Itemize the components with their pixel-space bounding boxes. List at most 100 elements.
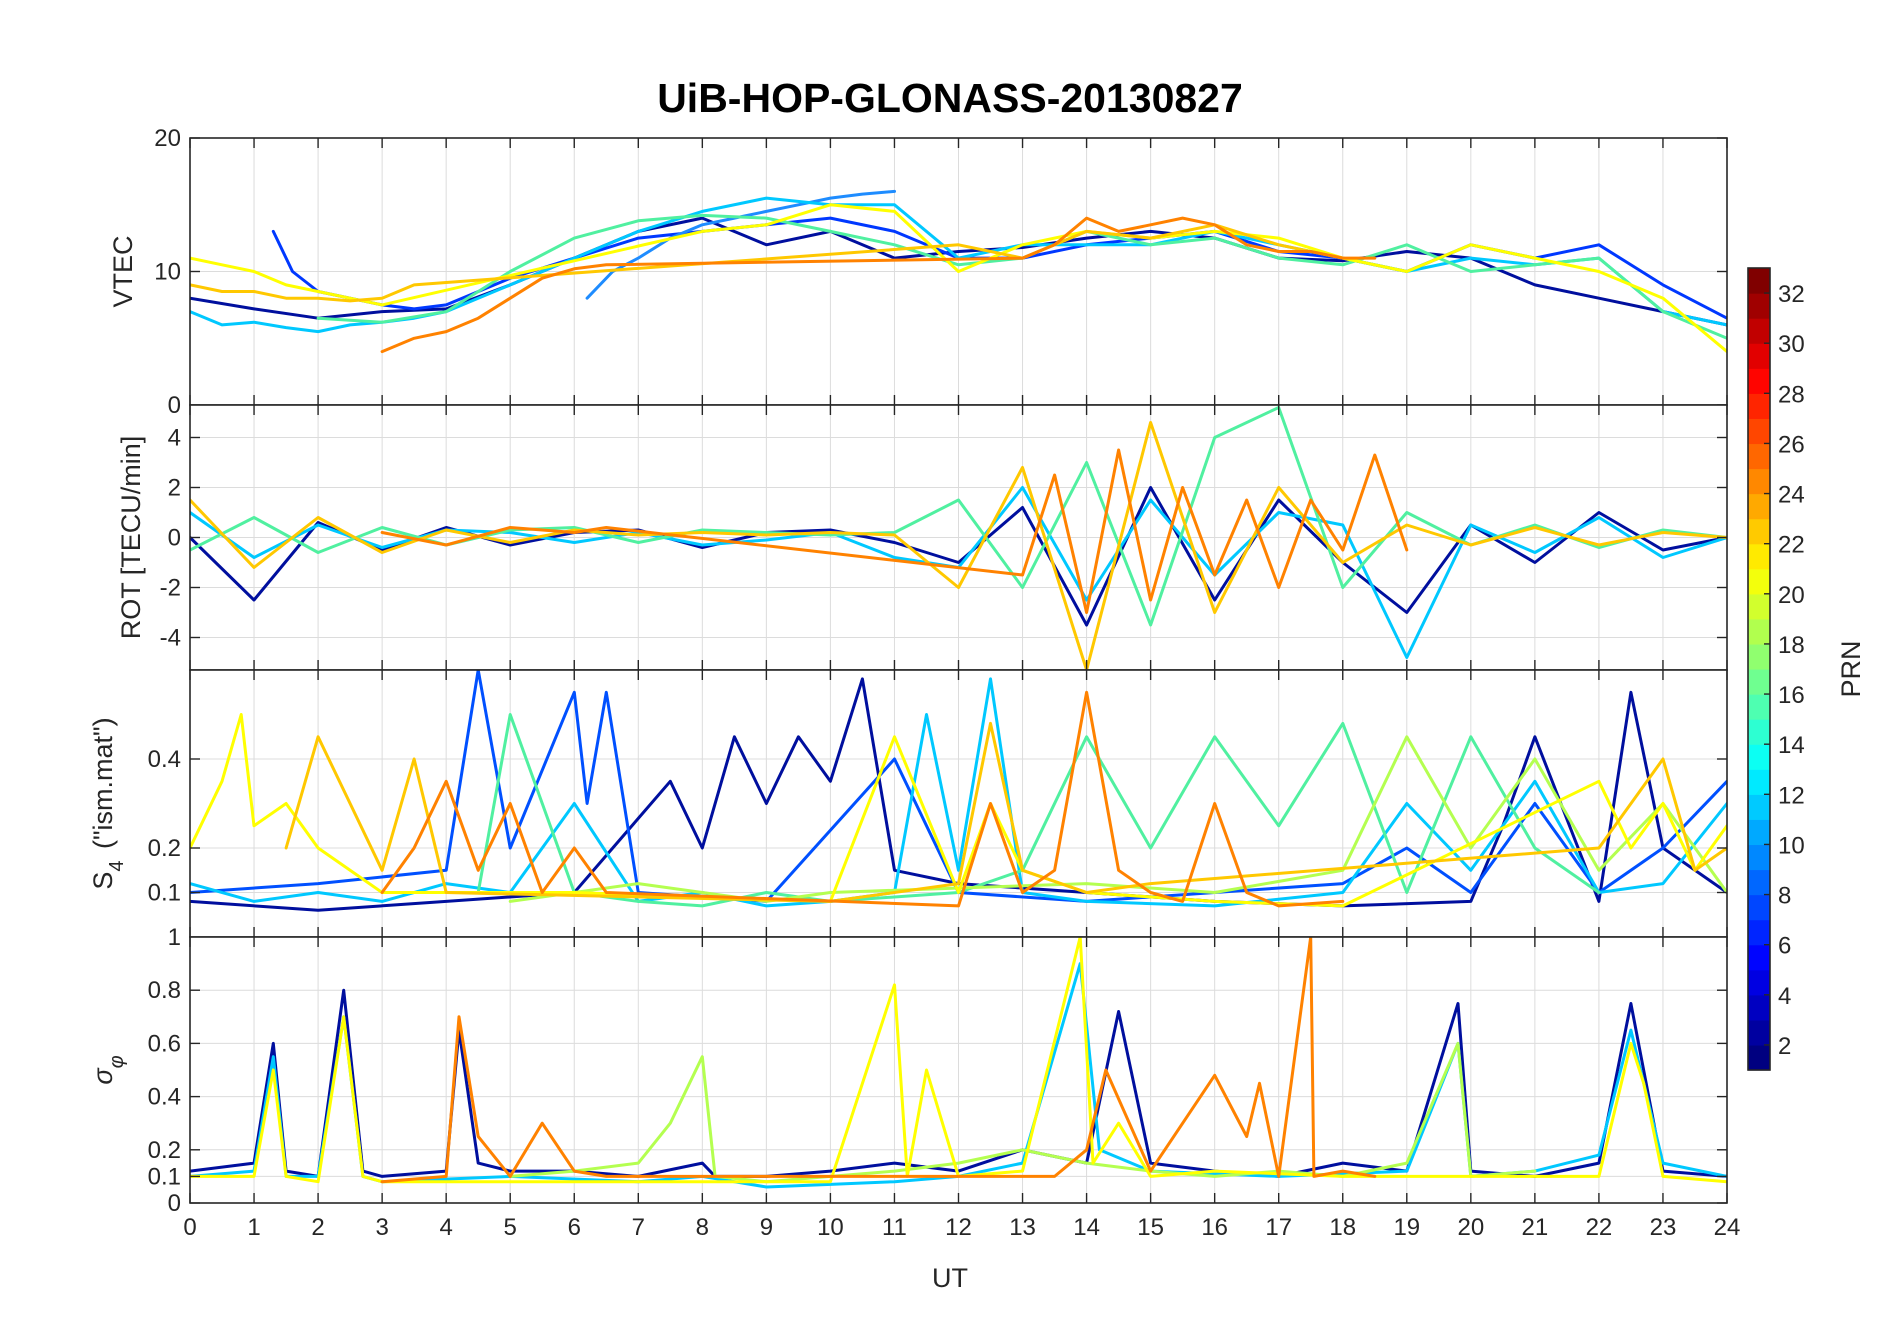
x-tick-label: 8 <box>696 1214 709 1241</box>
colorbar-tick-label: 28 <box>1778 381 1805 408</box>
colorbar-segment <box>1748 1044 1770 1071</box>
colorbar-tick-label: 6 <box>1778 933 1791 960</box>
x-tick-label: 15 <box>1137 1214 1164 1241</box>
y-axis-label: σφ <box>88 1055 128 1084</box>
y-tick-label: 1 <box>168 924 181 951</box>
colorbar-segment <box>1748 618 1770 645</box>
x-axis-label: UT <box>932 1263 968 1293</box>
colorbar-tick-label: 10 <box>1778 832 1805 859</box>
x-tick-label: 16 <box>1201 1214 1228 1241</box>
x-tick-label: 17 <box>1265 1214 1292 1241</box>
trace-prn-21 <box>284 721 1727 903</box>
trace-prn-21 <box>190 421 1727 670</box>
colorbar-tick-label: 22 <box>1778 532 1805 559</box>
colorbar-tick-label: 26 <box>1778 431 1805 458</box>
colorbar-tick-label: 16 <box>1778 682 1805 709</box>
y-tick-label: 0.2 <box>148 835 181 862</box>
x-tick-label: 14 <box>1073 1214 1100 1241</box>
trace-prn-23 <box>380 448 1409 614</box>
y-tick-label: 0 <box>168 392 181 419</box>
y-tick-label: 0.4 <box>148 1084 181 1111</box>
x-tick-label: 2 <box>311 1214 324 1241</box>
trace-prn-23 <box>380 690 1345 908</box>
x-tick-label: 12 <box>945 1214 972 1241</box>
x-tick-label: 21 <box>1522 1214 1549 1241</box>
colorbar-segment <box>1748 393 1770 419</box>
colorbar-segment <box>1748 744 1770 770</box>
trace-prn-18 <box>508 1041 1537 1184</box>
x-tick-label: 20 <box>1457 1214 1484 1241</box>
x-tick-label: 22 <box>1586 1214 1613 1241</box>
y-tick-label: 10 <box>154 259 181 286</box>
colorbar-segment <box>1748 769 1770 795</box>
y-tick-label: 0 <box>168 525 181 552</box>
x-tick-label: 3 <box>375 1214 388 1241</box>
x-tick-label: 18 <box>1329 1214 1356 1241</box>
trace-prn-12 <box>190 677 1727 908</box>
colorbar-segment <box>1748 969 1770 996</box>
x-tick-label: 4 <box>439 1214 452 1241</box>
colorbar-segment <box>1748 468 1770 495</box>
colorbar-segment <box>1748 669 1770 695</box>
trace-prn-18 <box>508 735 1727 903</box>
colorbar-segment <box>1748 368 1770 394</box>
chart-title: UiB-HOP-GLONASS-20130827 <box>657 75 1243 121</box>
colorbar-segment <box>1748 819 1770 846</box>
colorbar-segment <box>1748 919 1770 946</box>
colorbar-tick-label: 32 <box>1778 281 1805 308</box>
colorbar-segment <box>1748 543 1770 570</box>
y-tick-label: -4 <box>160 625 181 652</box>
y-tick-label: 0.4 <box>148 746 181 773</box>
y-tick-label: 2 <box>168 475 181 502</box>
y-tick-label: 0.1 <box>148 880 181 907</box>
panel-rot: -4 -2 0 2 4 ROT [TECU/min] <box>116 404 1728 671</box>
colorbar-segment <box>1748 869 1770 896</box>
y-tick-label: 0.2 <box>148 1137 181 1164</box>
trace-prn-21 <box>190 223 1345 303</box>
y-tick-label: 20 <box>154 125 181 152</box>
x-tick-label: 5 <box>504 1214 517 1241</box>
colorbar-segment <box>1748 593 1770 620</box>
x-tick-label: 13 <box>1009 1214 1036 1241</box>
colorbar-tick-label: 2 <box>1778 1033 1791 1060</box>
trace-prn-6 <box>190 670 1727 903</box>
y-tick-label: 0.6 <box>148 1030 181 1057</box>
colorbar-segment <box>1748 694 1770 720</box>
trace-prn-23 <box>380 937 1377 1184</box>
colorbar-segment <box>1748 794 1770 820</box>
trace-prn-16 <box>476 713 1601 908</box>
colorbar-tick-label: 20 <box>1778 582 1805 609</box>
colorbar-segment <box>1748 343 1770 369</box>
x-tick-label: 6 <box>568 1214 581 1241</box>
colorbar-tick-label: 30 <box>1778 331 1805 358</box>
y-tick-label: 0.8 <box>148 977 181 1004</box>
colorbar-segment <box>1748 894 1770 921</box>
colorbar-segment <box>1748 493 1770 520</box>
colorbar-segment <box>1748 318 1770 344</box>
y-axis-label: VTEC <box>108 235 138 307</box>
colorbar-tick-label: 12 <box>1778 782 1805 809</box>
colorbar-tick-label: 18 <box>1778 632 1805 659</box>
panel-s4: 0.1 0.2 0.4 1 S4 ("ism.mat") <box>88 669 1728 951</box>
colorbar-frame <box>1747 267 1771 1071</box>
x-tick-label: 10 <box>817 1214 844 1241</box>
y-tick-label: 4 <box>168 425 181 452</box>
colorbar-segment <box>1748 418 1770 445</box>
colorbar-segment <box>1748 719 1770 745</box>
x-tick-label: 24 <box>1714 1214 1741 1241</box>
colorbar-label: PRN <box>1836 640 1866 697</box>
y-axis-label-rest: ("ism.mat") <box>88 717 118 856</box>
y-axis-label-main: σ <box>88 1067 118 1085</box>
colorbar-tick-label: 14 <box>1778 732 1805 759</box>
x-tick-label: 1 <box>247 1214 260 1241</box>
colorbar-tick-label: 24 <box>1778 482 1805 509</box>
colorbar-segment <box>1748 944 1770 971</box>
y-axis-label: ROT [TECU/min] <box>116 436 146 640</box>
traces <box>190 189 1727 354</box>
y-axis-label-main: S <box>88 872 118 890</box>
colorbar-segment <box>1748 518 1770 545</box>
trace-prn-19 <box>190 713 1727 908</box>
